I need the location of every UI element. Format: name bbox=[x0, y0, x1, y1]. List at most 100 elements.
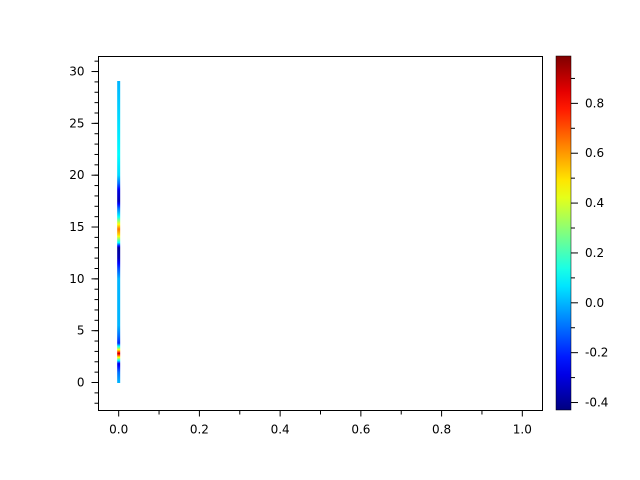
heatmap-cell bbox=[117, 316, 121, 317]
heatmap-cell bbox=[117, 216, 121, 217]
heatmap-cell bbox=[117, 178, 121, 179]
heatmap-cell bbox=[117, 201, 121, 202]
heatmap-cell bbox=[117, 89, 121, 90]
heatmap-cell bbox=[117, 123, 121, 124]
heatmap-cell bbox=[117, 297, 121, 298]
heatmap-cell bbox=[117, 207, 121, 208]
x-tick-label: 0.2 bbox=[190, 423, 209, 437]
heatmap-cell bbox=[117, 256, 121, 257]
heatmap-cell bbox=[117, 111, 121, 112]
heatmap-cell bbox=[117, 293, 121, 294]
y-tick-label: 30 bbox=[69, 65, 84, 79]
heatmap-cell bbox=[117, 176, 121, 177]
heatmap-cell bbox=[117, 236, 121, 237]
colorbar-tick-label: 0.8 bbox=[585, 96, 604, 110]
heatmap-cell bbox=[117, 303, 121, 304]
y-tick-label: 0 bbox=[77, 376, 85, 390]
heatmap-cell bbox=[117, 300, 121, 301]
heatmap-cell bbox=[117, 342, 121, 343]
heatmap-cell bbox=[117, 234, 121, 235]
heatmap-cell bbox=[117, 142, 121, 143]
colorbar-tick-label: 0.2 bbox=[585, 246, 604, 260]
heatmap-cell bbox=[117, 160, 121, 161]
heatmap-cell bbox=[117, 112, 121, 113]
heatmap-cell bbox=[117, 265, 121, 266]
heatmap-cell bbox=[117, 329, 121, 330]
heatmap-cell bbox=[117, 146, 121, 147]
heatmap-cell bbox=[117, 194, 121, 195]
heatmap-cell bbox=[117, 173, 121, 174]
heatmap-cell bbox=[117, 326, 121, 327]
heatmap-cell bbox=[117, 357, 121, 358]
heatmap-cell bbox=[117, 98, 121, 99]
y-tick-label: 20 bbox=[69, 168, 84, 182]
heatmap-cell bbox=[117, 360, 121, 361]
heatmap-cell bbox=[117, 238, 121, 239]
heatmap-cell bbox=[117, 86, 121, 87]
heatmap-cell bbox=[117, 260, 121, 261]
heatmap-cell bbox=[117, 353, 121, 354]
heatmap-cell bbox=[117, 226, 121, 227]
heatmap-cell bbox=[117, 132, 121, 133]
heatmap-cell bbox=[117, 230, 121, 231]
heatmap-cell bbox=[117, 215, 121, 216]
heatmap-cell bbox=[117, 127, 121, 128]
heatmap-cell bbox=[117, 320, 121, 321]
heatmap-cell bbox=[117, 183, 121, 184]
heatmap-cell bbox=[117, 128, 121, 129]
heatmap-cell bbox=[117, 306, 121, 307]
colorbar-tick-label: 0.4 bbox=[585, 196, 604, 210]
heatmap-cell bbox=[117, 277, 121, 278]
heatmap-cell bbox=[117, 104, 121, 105]
heatmap-cell bbox=[117, 97, 121, 98]
heatmap-cell bbox=[117, 223, 121, 224]
heatmap-cell bbox=[117, 264, 121, 265]
heatmap-cell bbox=[117, 92, 121, 93]
heatmap-cell bbox=[117, 134, 121, 135]
heatmap-cell bbox=[117, 333, 121, 334]
heatmap-cell bbox=[117, 338, 121, 339]
heatmap-cell bbox=[117, 244, 121, 245]
heatmap-cell bbox=[117, 281, 121, 282]
heatmap-cell bbox=[117, 159, 121, 160]
heatmap-cell bbox=[117, 145, 121, 146]
heatmap-cell bbox=[117, 253, 121, 254]
heatmap-cell bbox=[117, 191, 121, 192]
heatmap-cell bbox=[117, 211, 121, 212]
heatmap-strip bbox=[117, 81, 121, 383]
heatmap-cell bbox=[117, 100, 121, 101]
heatmap-cell bbox=[117, 287, 121, 288]
heatmap-cell bbox=[117, 155, 121, 156]
heatmap-cell bbox=[117, 292, 121, 293]
heatmap-cell bbox=[117, 122, 121, 123]
heatmap-cell bbox=[117, 222, 121, 223]
heatmap-cell bbox=[117, 343, 121, 344]
heatmap-cell bbox=[117, 311, 121, 312]
heatmap-cell bbox=[117, 118, 121, 119]
heatmap-cell bbox=[117, 184, 121, 185]
heatmap-cell bbox=[117, 193, 121, 194]
heatmap-cell bbox=[117, 369, 121, 370]
heatmap-cell bbox=[117, 315, 121, 316]
heatmap-cell bbox=[117, 337, 121, 338]
heatmap-cell bbox=[117, 376, 121, 377]
heatmap-cell bbox=[117, 243, 121, 244]
heatmap-cell bbox=[117, 271, 121, 272]
heatmap-cell bbox=[117, 327, 121, 328]
heatmap-cell bbox=[117, 344, 121, 345]
heatmap-cell bbox=[117, 378, 121, 379]
heatmap-cell bbox=[117, 168, 121, 169]
heatmap-cell bbox=[117, 280, 121, 281]
heatmap-cell bbox=[117, 290, 121, 291]
heatmap-cell bbox=[117, 158, 121, 159]
heatmap-cell bbox=[117, 322, 121, 323]
heatmap-cell bbox=[117, 202, 121, 203]
heatmap-cell bbox=[117, 374, 121, 375]
heatmap-cell bbox=[117, 324, 121, 325]
heatmap-cell bbox=[117, 298, 121, 299]
heatmap-cell bbox=[117, 295, 121, 296]
heatmap-cell bbox=[117, 114, 121, 115]
colorbar-axis: -0.4 -0.2 0.0 0.2 0.4 0.6 0.8 bbox=[555, 55, 608, 411]
heatmap-cell bbox=[117, 135, 121, 136]
heatmap-cell bbox=[117, 317, 121, 318]
